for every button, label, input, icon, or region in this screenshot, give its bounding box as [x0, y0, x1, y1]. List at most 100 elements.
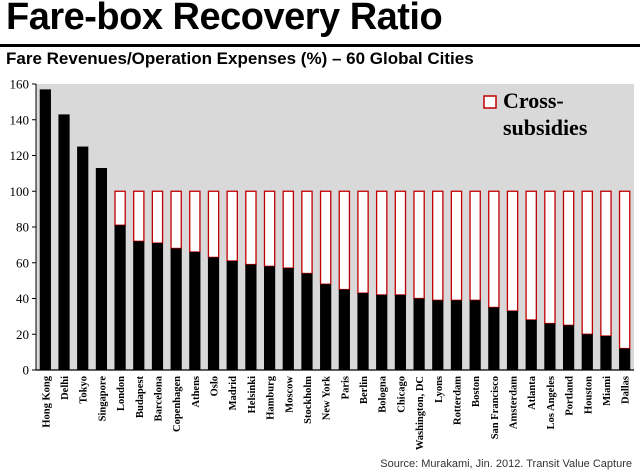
category-label: Boston	[471, 376, 482, 407]
y-tick-label: 20	[16, 327, 29, 342]
fare-bar	[544, 323, 556, 370]
category-label: Copenhagen	[172, 376, 183, 432]
subsidy-bar	[319, 190, 332, 285]
category-label: Miami	[602, 376, 613, 406]
category-label: Lyons	[434, 376, 445, 403]
fare-bar	[58, 114, 70, 370]
category-label: Barcelona	[153, 375, 164, 421]
y-tick-label: 160	[10, 77, 30, 92]
legend-swatch	[483, 95, 497, 109]
category-label: Bologna	[378, 375, 389, 413]
fare-bar	[133, 241, 145, 370]
fare-bar	[469, 300, 481, 370]
subsidy-bar	[170, 190, 182, 250]
subsidy-bar	[488, 190, 500, 309]
y-tick-label: 40	[16, 291, 29, 306]
subsidy-bar	[469, 190, 481, 301]
fare-bar	[488, 307, 500, 370]
fare-bar	[301, 273, 313, 370]
fare-bar	[207, 257, 220, 370]
category-label: Washington, DC	[415, 376, 426, 450]
subsidy-bar	[562, 190, 575, 326]
source-note: Source: Murakami, Jin. 2012. Transit Val…	[380, 458, 632, 470]
subsidy-bar	[263, 190, 276, 267]
subsidy-bar	[413, 190, 425, 300]
category-label: Chicago	[396, 376, 407, 413]
category-label: Stockholm	[303, 376, 314, 424]
y-tick-label: 80	[16, 220, 29, 235]
category-label: Portland	[565, 376, 576, 416]
category-label: Tokyo	[79, 376, 90, 404]
category-label: New York	[322, 376, 333, 420]
category-label: Budapest	[135, 375, 146, 418]
subsidy-bar	[450, 190, 463, 301]
fare-bar	[338, 289, 350, 370]
subsidy-bar	[375, 190, 388, 296]
subsidy-bar	[618, 190, 631, 350]
subsidy-bar	[133, 190, 145, 242]
fare-bar	[95, 168, 108, 370]
fare-bar	[114, 225, 126, 370]
fare-bar	[506, 311, 519, 370]
fare-bar	[432, 300, 444, 370]
fare-bar	[77, 146, 89, 370]
legend-label: Cross-	[503, 88, 564, 113]
subsidy-bar	[245, 190, 257, 266]
title-divider	[0, 44, 640, 47]
fare-bar	[170, 248, 182, 370]
category-label: Houston	[583, 376, 594, 414]
fare-bar	[562, 325, 575, 370]
category-label: Madrid	[228, 376, 239, 411]
fare-bar	[189, 252, 201, 370]
subsidy-bar	[151, 190, 164, 244]
fare-bar	[413, 298, 425, 370]
y-tick-label: 60	[16, 255, 29, 270]
fare-bar	[151, 243, 164, 370]
chart-subtitle: Fare Revenues/Operation Expenses (%) – 6…	[6, 49, 474, 68]
fare-bar	[619, 348, 631, 370]
fare-bar	[376, 294, 388, 370]
subsidy-bar	[301, 190, 313, 275]
category-label: San Francisco	[490, 376, 501, 439]
y-tick-label: 100	[10, 184, 30, 199]
category-label: Delhi	[60, 376, 71, 400]
fare-bar	[320, 284, 332, 370]
category-label: Hong Kong	[41, 375, 52, 427]
subsidy-bar	[282, 190, 295, 269]
subsidy-bar	[226, 190, 238, 262]
category-label: Oslo	[210, 376, 221, 396]
legend-label: subsidies	[503, 115, 588, 140]
subsidy-bar	[207, 190, 220, 259]
subsidy-bar	[114, 190, 126, 226]
category-label: London	[116, 376, 127, 411]
category-label: Rotterdam	[452, 376, 463, 425]
subsidy-bar	[338, 190, 351, 291]
subsidy-bar	[506, 190, 519, 312]
fare-bar	[357, 293, 369, 370]
category-label: Amsterdam	[509, 376, 520, 429]
y-tick-label: 120	[10, 148, 30, 163]
category-label: Berlin	[359, 376, 370, 404]
y-tick-label: 0	[23, 363, 30, 378]
fare-bar	[600, 336, 612, 370]
fare-bar	[245, 264, 257, 370]
page-title: Fare-box Recovery Ratio	[6, 0, 443, 38]
fare-bar	[282, 268, 294, 370]
fare-bar	[450, 300, 463, 370]
y-tick-label: 140	[10, 112, 30, 127]
category-label: Hamburg	[266, 375, 277, 420]
fare-bar	[394, 294, 407, 370]
category-label: Moscow	[284, 376, 295, 413]
category-label: Paris	[340, 376, 351, 399]
fare-bar	[581, 334, 593, 370]
fare-bar	[263, 266, 276, 370]
subsidy-bar	[525, 190, 537, 321]
subsidy-bar	[581, 190, 594, 335]
subsidy-bar	[600, 190, 612, 337]
subsidy-bar	[544, 190, 556, 325]
category-label: Singapore	[97, 376, 108, 422]
fare-bar	[39, 89, 51, 371]
fare-bar	[226, 260, 238, 370]
subsidy-bar	[189, 190, 201, 253]
